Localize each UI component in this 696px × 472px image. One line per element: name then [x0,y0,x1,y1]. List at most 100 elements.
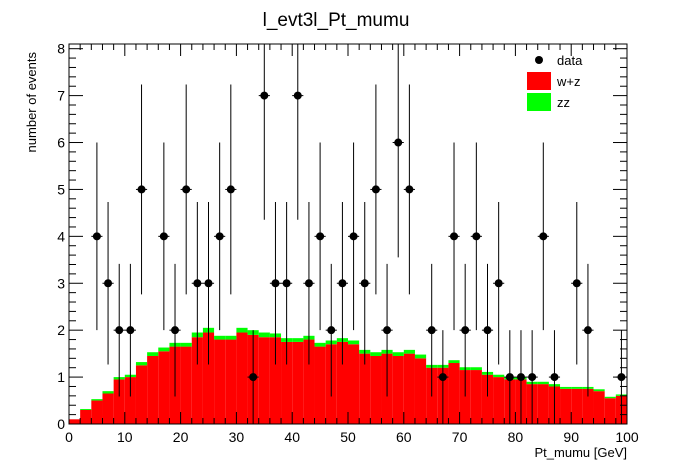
data-point-26 [403,84,415,295]
legend-swatch [527,93,551,111]
data-marker [394,138,403,147]
data-marker [316,232,325,241]
bar-w-z-19 [281,341,293,424]
chart-title: l_evt3l_Pt_mumu [263,10,410,31]
data-marker [528,373,537,382]
y-tick-label: 4 [57,228,65,244]
data-point-13 [258,44,270,220]
x-tick-label: 30 [229,429,245,445]
legend: data w+z zz [527,53,583,111]
x-tick-label: 40 [284,429,300,445]
data-marker [260,91,269,100]
data-point-15 [281,202,293,365]
bar-w-z-0 [69,419,81,424]
bar-zz-20 [292,338,304,342]
data-marker [204,279,213,288]
legend-entry-zz: zz [527,93,570,111]
bar-zz-48 [604,396,616,399]
bar-zz-27 [370,352,382,356]
data-point-18 [314,142,326,331]
data-point-37 [537,142,549,331]
data-point-22 [359,202,371,365]
data-point-7 [180,84,192,295]
data-point-1 [102,202,114,365]
y-tick-label: 2 [57,322,65,338]
y-tick-label: 7 [57,88,65,104]
bar-zz-15 [236,327,248,333]
bar-zz-14 [225,335,237,340]
bar-w-z-26 [359,353,371,424]
bar-w-z-37 [481,374,494,424]
y-tick-label: 1 [57,369,65,385]
legend-label: zz [557,95,570,110]
data-point-16 [292,44,304,220]
data-marker [193,279,202,288]
bar-zz-7 [147,352,159,356]
bar-w-z-8 [158,351,170,424]
data-point-31 [470,142,482,331]
data-marker [215,232,224,241]
bar-w-z-15 [236,332,248,424]
data-marker [371,185,380,194]
bar-zz-8 [158,347,170,352]
data-marker [494,279,503,288]
bar-w-z-1 [80,409,92,424]
data-marker [171,326,180,335]
bar-w-z-46 [582,388,594,424]
bar-w-z-24 [336,341,348,424]
data-point-38 [548,330,561,424]
data-point-8 [191,202,203,365]
x-tick-label: 0 [65,429,73,445]
bar-w-z-25 [348,344,360,424]
bar-w-z-2 [91,400,103,424]
data-marker [282,279,291,288]
data-point-17 [303,202,315,365]
bar-zz-25 [348,340,360,345]
legend-marker [535,56,543,64]
bar-w-z-44 [560,388,572,424]
bar-zz-6 [135,362,148,366]
bar-w-z-18 [269,337,282,424]
bar-w-z-17 [258,337,270,424]
data-point-23 [370,84,382,295]
data-marker [427,326,436,335]
x-tick-label: 10 [117,429,133,445]
data-point-4 [135,84,148,295]
bar-zz-29 [392,352,404,356]
bar-zz-31 [414,354,427,359]
bar-w-z-6 [135,365,148,424]
data-point-3 [124,263,136,397]
data-marker [583,326,592,335]
x-tick-label: 90 [563,429,579,445]
data-marker [438,373,447,382]
bar-zz-22 [314,342,326,347]
bar-w-z-34 [448,363,460,424]
data-marker [383,326,392,335]
bar-w-z-30 [403,353,415,424]
x-axis-title: Pt_mumu [GeV] [535,445,627,460]
data-marker [126,326,135,335]
bar-w-z-29 [392,355,404,424]
bar-zz-47 [593,389,605,392]
y-tick-label: 5 [57,181,65,197]
bar-w-z-20 [292,341,304,424]
data-point-20 [336,202,348,365]
bar-zz-13 [214,335,226,340]
data-marker [539,232,548,241]
y-axis-title: number of events [24,52,39,153]
data-point-32 [481,263,494,397]
x-tick-label: 50 [340,429,356,445]
data-marker [450,232,459,241]
data-marker [226,185,235,194]
data-point-10 [214,142,226,331]
bar-zz-17 [258,332,270,338]
data-marker [505,373,514,382]
bar-w-z-35 [459,370,471,424]
data-point-40 [582,263,594,397]
bar-w-z-11 [191,337,203,424]
legend-label: w+z [556,74,580,89]
bar-w-z-10 [180,346,192,424]
bar-w-z-47 [593,391,605,424]
data-point-29 [448,142,460,331]
data-marker [92,232,101,241]
